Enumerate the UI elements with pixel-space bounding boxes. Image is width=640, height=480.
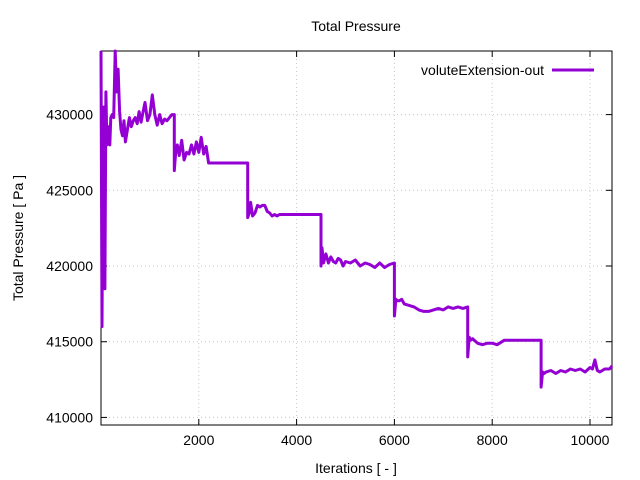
tick-labels: 2000 4000 6000 8000 10000 410000 415000 420000 4… [46,107,609,448]
x-tick-label: 8000 [477,432,508,448]
y-tick-label: 425000 [46,182,93,198]
x-tick-label: 10000 [571,432,610,448]
y-tick-label: 430000 [46,107,93,123]
x-tick-label: 2000 [183,432,214,448]
x-tick-label: 6000 [379,432,410,448]
y-axis-label: Total Pressure [ Pa ] [10,175,26,301]
series-group [99,49,614,389]
y-tick-label: 410000 [46,409,93,425]
x-axis-label: Iterations [ - ] [315,460,397,476]
series-line-0 [99,49,614,389]
x-tick-label: 4000 [281,432,312,448]
legend: voluteExtension-out [421,62,594,78]
chart-title: Total Pressure [311,18,401,34]
legend-label: voluteExtension-out [421,62,544,78]
y-tick-label: 415000 [46,334,93,350]
y-tick-label: 420000 [46,258,93,274]
